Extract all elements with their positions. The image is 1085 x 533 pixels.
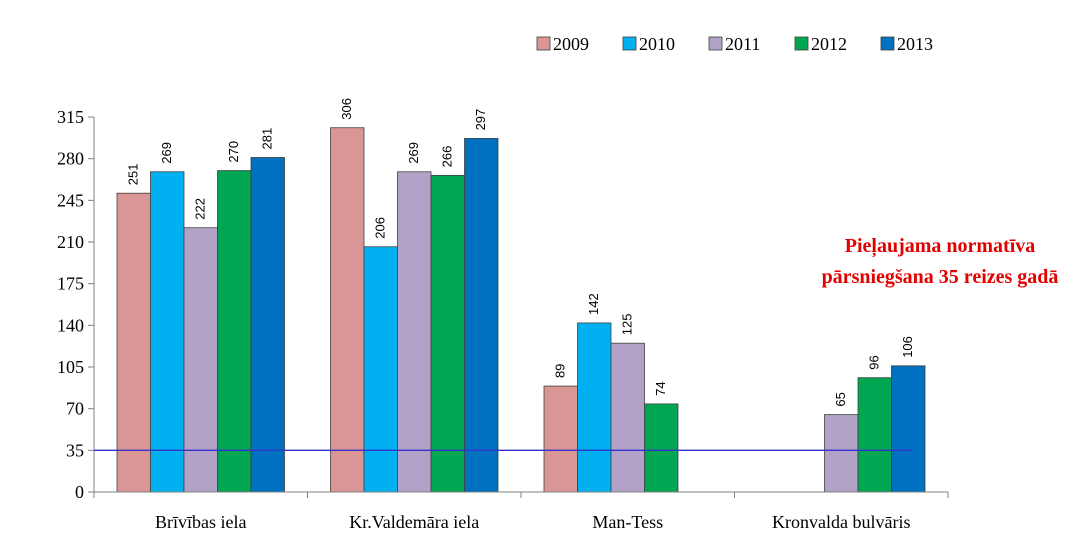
bar bbox=[330, 127, 365, 493]
data-label: 306 bbox=[339, 98, 354, 120]
legend-label: 2011 bbox=[725, 34, 760, 54]
bar bbox=[577, 322, 612, 493]
bar-group bbox=[94, 127, 926, 493]
data-label: 65 bbox=[833, 392, 848, 406]
bar bbox=[217, 170, 252, 493]
y-tick-label: 140 bbox=[57, 315, 84, 335]
data-label: 142 bbox=[586, 293, 601, 315]
bar bbox=[464, 138, 499, 493]
category-label: Man-Tess bbox=[592, 512, 663, 532]
data-label: 297 bbox=[473, 109, 488, 131]
y-tick-label: 35 bbox=[66, 440, 84, 460]
data-label: 270 bbox=[226, 141, 241, 163]
y-tick-label: 315 bbox=[57, 107, 84, 127]
legend-label: 2012 bbox=[811, 34, 847, 54]
y-axis: 0 35 70 105 140 175 210 245 280 315 bbox=[57, 107, 95, 502]
bar bbox=[543, 385, 578, 493]
legend-label: 2009 bbox=[553, 34, 589, 54]
data-label: 125 bbox=[620, 313, 635, 335]
annotation-line-2: pārsniegšana 35 reizes gadā bbox=[822, 266, 1059, 288]
category-label: Brīvības iela bbox=[155, 512, 246, 532]
bar bbox=[857, 377, 892, 493]
bar bbox=[183, 227, 218, 493]
legend-swatch bbox=[622, 36, 637, 51]
y-tick-label: 280 bbox=[57, 149, 84, 169]
data-label: 281 bbox=[260, 128, 275, 150]
category-label: Kr.Valdemāra iela bbox=[349, 512, 479, 532]
data-label: 266 bbox=[440, 146, 455, 168]
legend-label: 2010 bbox=[639, 34, 675, 54]
data-label: 269 bbox=[159, 142, 174, 164]
legend-swatch bbox=[794, 36, 809, 51]
bar bbox=[824, 414, 859, 493]
data-label: 222 bbox=[193, 198, 208, 220]
legend-swatch bbox=[536, 36, 551, 51]
data-label: 106 bbox=[900, 336, 915, 358]
threshold-annotation: Pieļaujama normatīva pārsniegšana 35 rei… bbox=[822, 235, 1059, 288]
y-tick-label: 175 bbox=[57, 274, 84, 294]
legend-label: 2013 bbox=[897, 34, 933, 54]
data-label: 74 bbox=[653, 381, 668, 395]
chart-legend: 2009 2010 2011 2012 2013 bbox=[536, 34, 933, 54]
bar bbox=[610, 342, 645, 493]
bar bbox=[250, 157, 285, 493]
category-label: Kronvalda bulvāris bbox=[772, 512, 910, 532]
y-tick-label: 70 bbox=[66, 399, 84, 419]
legend-swatch bbox=[708, 36, 723, 51]
bar bbox=[116, 192, 151, 493]
legend-swatch bbox=[880, 36, 895, 51]
data-label: 206 bbox=[373, 217, 388, 239]
data-label: 89 bbox=[553, 364, 568, 378]
x-axis: Brīvības iela Kr.Valdemāra iela Man-Tess Kr… bbox=[93, 491, 949, 532]
data-label: 251 bbox=[126, 163, 141, 185]
y-tick-label: 0 bbox=[75, 482, 84, 502]
bar bbox=[363, 246, 398, 493]
bar bbox=[150, 171, 185, 493]
data-labels: 251 306 89 269 206 142 222 269 125 65 270 266 74 96 28… bbox=[126, 98, 916, 407]
data-label: 269 bbox=[406, 142, 421, 164]
y-tick-label: 210 bbox=[57, 232, 84, 252]
bar bbox=[891, 365, 926, 493]
bar bbox=[644, 403, 679, 493]
data-label: 96 bbox=[867, 355, 882, 369]
annotation-line-1: Pieļaujama normatīva bbox=[845, 235, 1036, 258]
bar bbox=[430, 174, 465, 493]
bar bbox=[397, 171, 432, 493]
y-tick-label: 105 bbox=[57, 357, 84, 377]
y-tick-label: 245 bbox=[57, 190, 84, 210]
